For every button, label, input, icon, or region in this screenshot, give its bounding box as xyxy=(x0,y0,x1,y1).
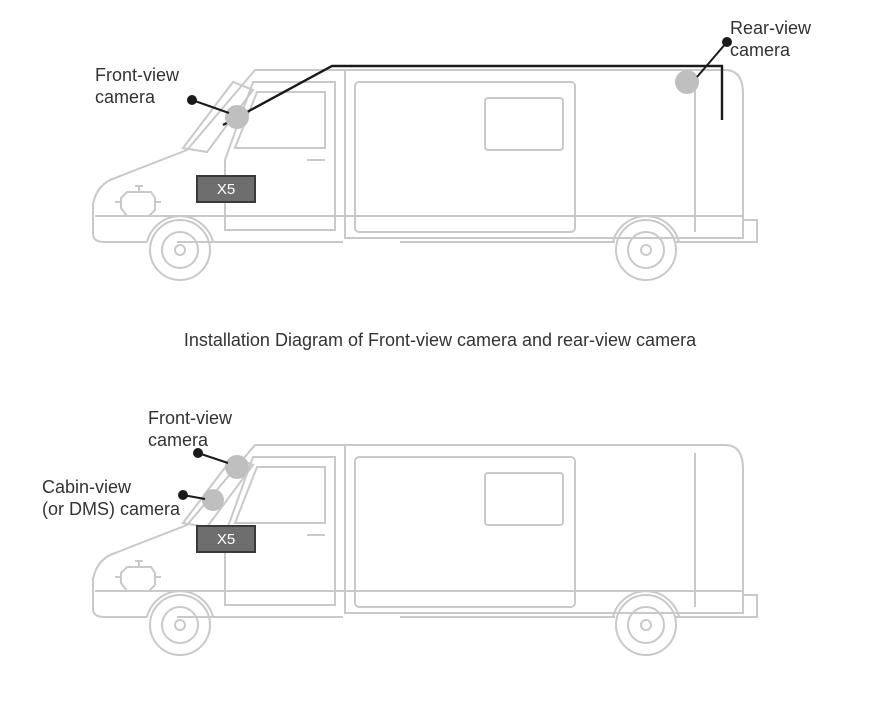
van-top-svg xyxy=(55,20,815,310)
device-box-top: X5 xyxy=(196,175,256,203)
diagram-stage: Front-view camera Rear-view camera X5 In… xyxy=(0,0,880,707)
van-top xyxy=(55,20,815,310)
diagram-caption: Installation Diagram of Front-view camer… xyxy=(0,330,880,351)
device-label-top: X5 xyxy=(217,181,235,198)
front-camera-dot-top xyxy=(225,105,249,129)
cabin-camera-dot-bottom xyxy=(202,489,224,511)
label-front-camera-top: Front-view camera xyxy=(95,65,179,108)
label-cabin-camera-bottom: Cabin-view (or DMS) camera xyxy=(42,477,180,520)
device-label-bottom: X5 xyxy=(217,531,235,548)
device-box-bottom: X5 xyxy=(196,525,256,553)
label-rear-camera-top: Rear-view camera xyxy=(730,18,811,61)
label-front-camera-bottom: Front-view camera xyxy=(148,408,232,451)
front-camera-dot-bottom xyxy=(225,455,249,479)
rear-camera-dot-top xyxy=(675,70,699,94)
